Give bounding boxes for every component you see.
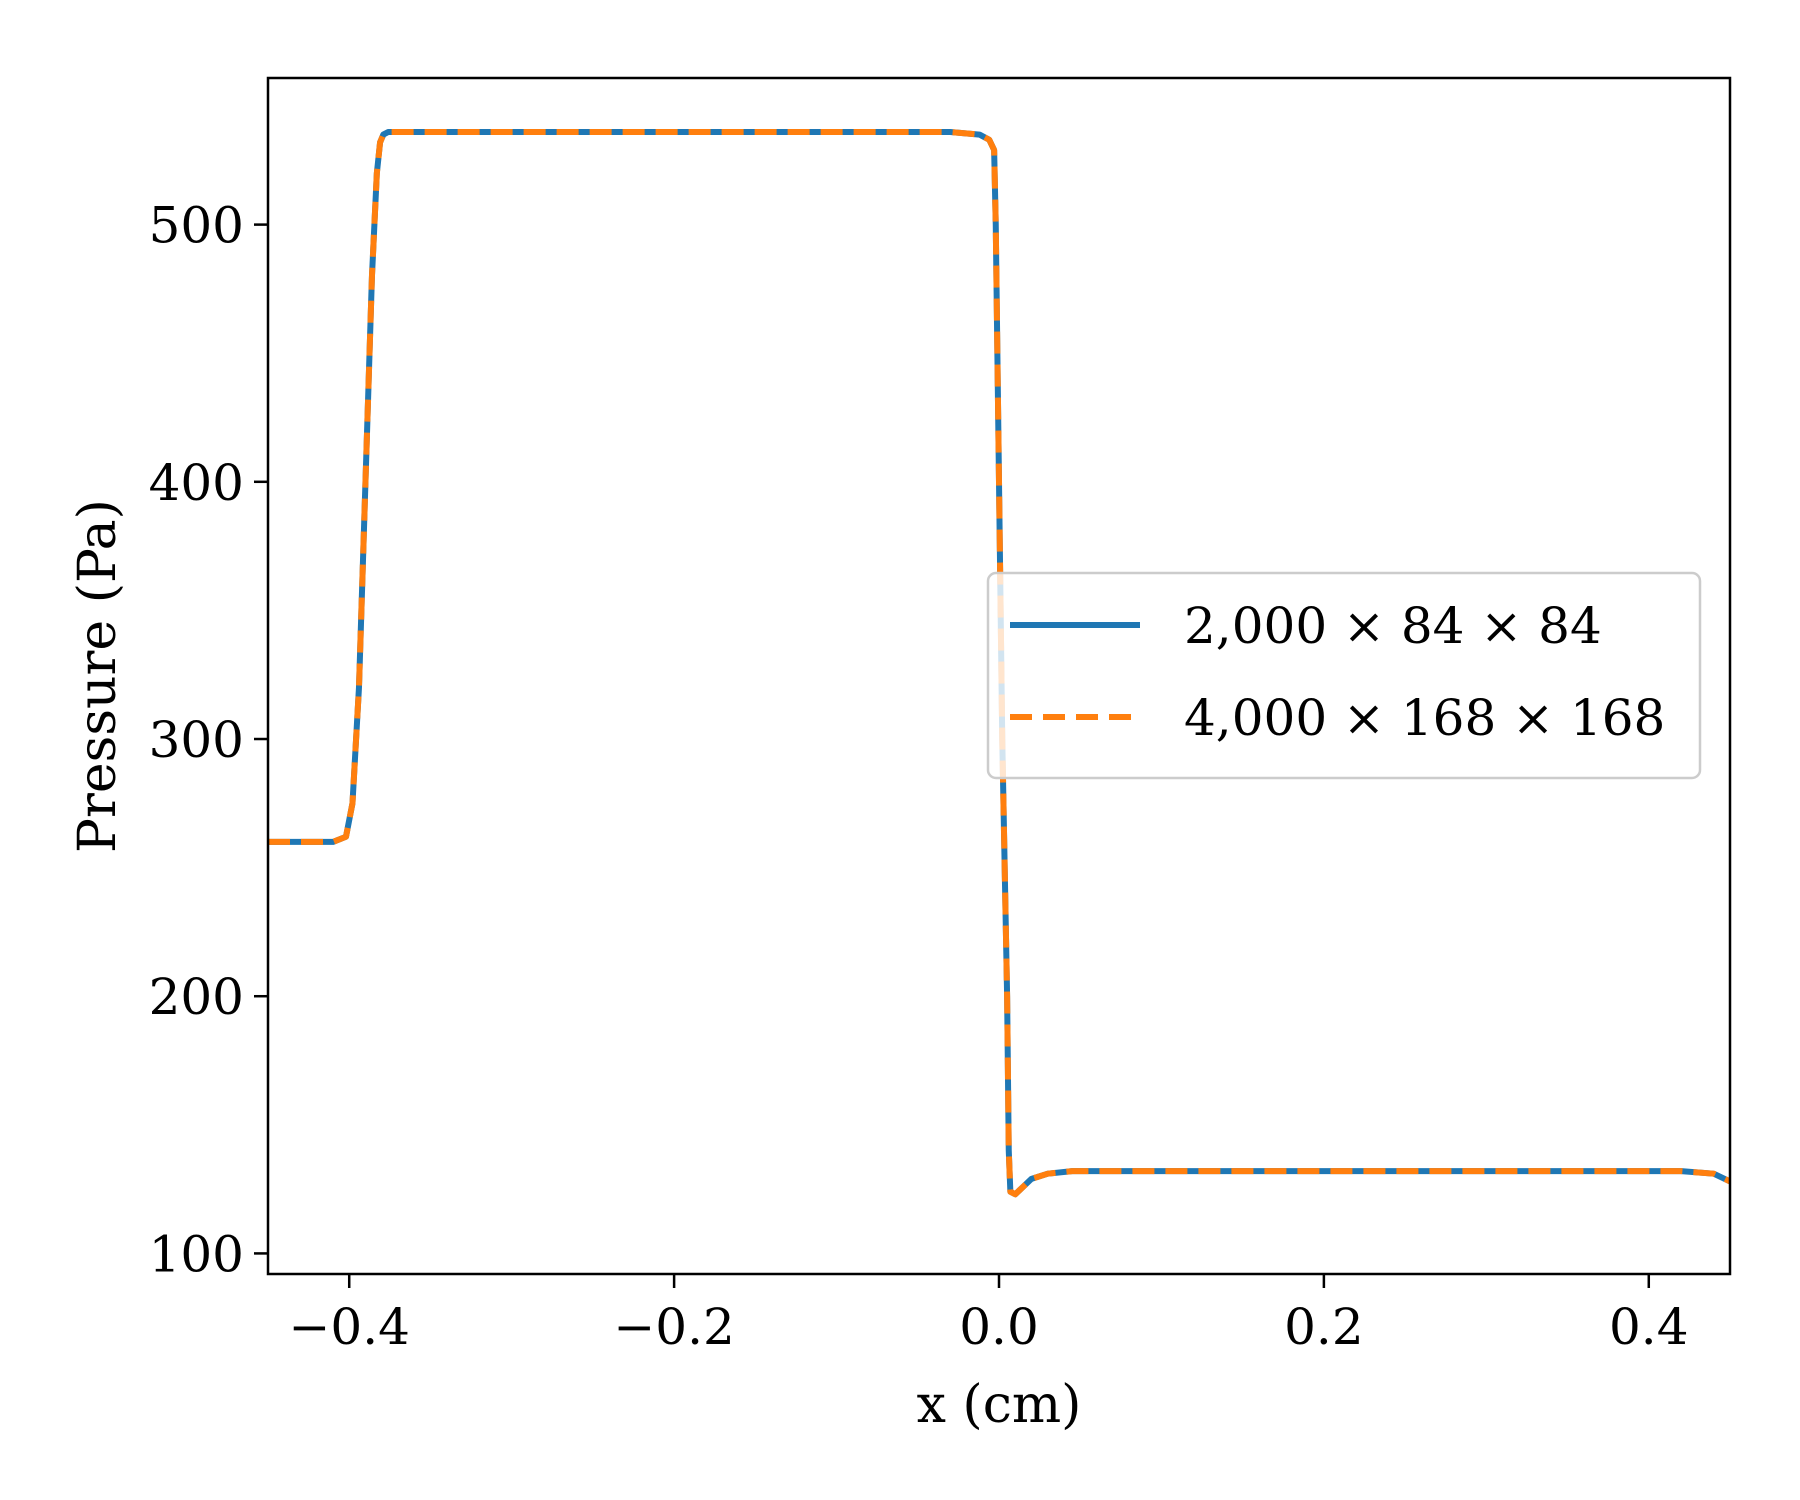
y-tick-label: 300 <box>149 711 244 769</box>
y-tick-label: 100 <box>149 1225 244 1283</box>
x-tick-label: 0.0 <box>959 1298 1039 1356</box>
x-tick-label: −0.4 <box>289 1298 410 1356</box>
x-axis-label: x (cm) <box>917 1375 1082 1435</box>
y-tick-label: 500 <box>149 197 244 255</box>
plot-area <box>268 129 1730 1198</box>
x-tick-label: 0.4 <box>1609 1298 1689 1356</box>
legend-label-2: 4,000 × 168 × 168 <box>1184 689 1665 747</box>
x-tick-label: 0.2 <box>1284 1298 1364 1356</box>
y-tick-label: 200 <box>149 968 244 1026</box>
y-axis-label: Pressure (Pa) <box>68 499 128 853</box>
legend-label-1: 2,000 × 84 × 84 <box>1184 597 1602 655</box>
series-line-2 <box>268 129 1730 1198</box>
legend: 2,000 × 84 × 84 4,000 × 168 × 168 <box>986 571 1702 780</box>
axis-ticks: −0.4 −0.2 0.0 0.2 0.4 100 200 300 400 500 <box>149 197 1689 1356</box>
y-tick-label: 400 <box>149 454 244 512</box>
legend-box <box>986 571 1702 780</box>
x-tick-label: −0.2 <box>613 1298 734 1356</box>
